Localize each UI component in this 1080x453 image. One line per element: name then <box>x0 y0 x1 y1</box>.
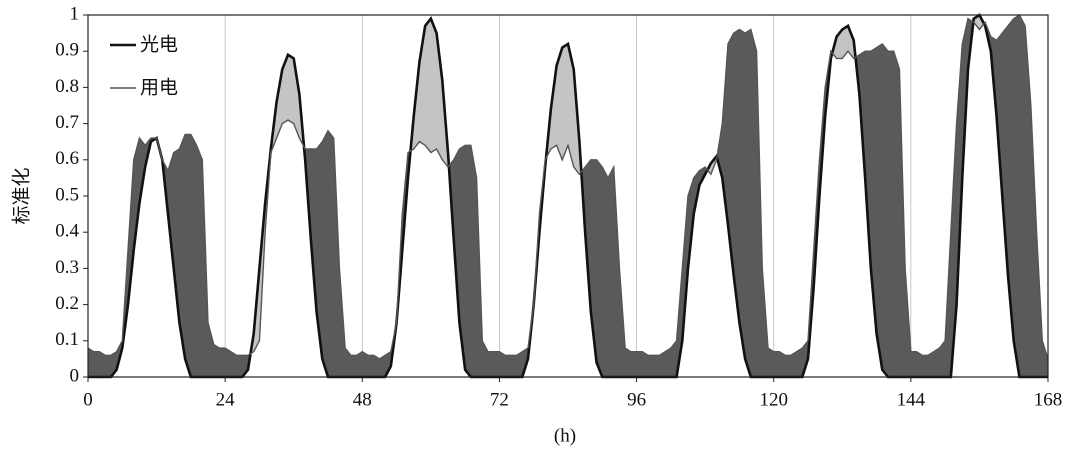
x-tick-label: 0 <box>83 389 93 410</box>
legend-label: 用电 <box>140 77 178 99</box>
y-tick-label: 0.3 <box>55 257 79 278</box>
y-tick-label: 0.4 <box>55 221 79 242</box>
y-tick-label: 1 <box>70 3 80 24</box>
y-tick-label: 0.9 <box>55 40 79 61</box>
x-tick-label: 168 <box>1034 389 1063 410</box>
y-tick-label: 0 <box>70 365 80 386</box>
series-line <box>87 14 1049 360</box>
y-tick-label: 0.5 <box>55 184 79 205</box>
x-axis-label: (h) <box>554 425 576 446</box>
y-tick-label: 0.7 <box>55 112 79 133</box>
y-tick-label: 0.2 <box>55 293 79 314</box>
y-tick-label: 0.6 <box>55 148 79 169</box>
y-tick-label: 0.1 <box>55 329 79 350</box>
x-tick-label: 96 <box>627 389 646 410</box>
x-tick-label: 72 <box>490 389 509 410</box>
legend-label: 光电 <box>140 34 178 56</box>
x-tick-label: 120 <box>759 389 788 410</box>
x-tick-label: 144 <box>897 389 926 410</box>
x-tick-label: 48 <box>353 389 372 410</box>
y-axis-label: 标准化 <box>11 167 33 224</box>
x-tick-label: 24 <box>216 389 236 410</box>
y-tick-label: 0.8 <box>55 76 79 97</box>
